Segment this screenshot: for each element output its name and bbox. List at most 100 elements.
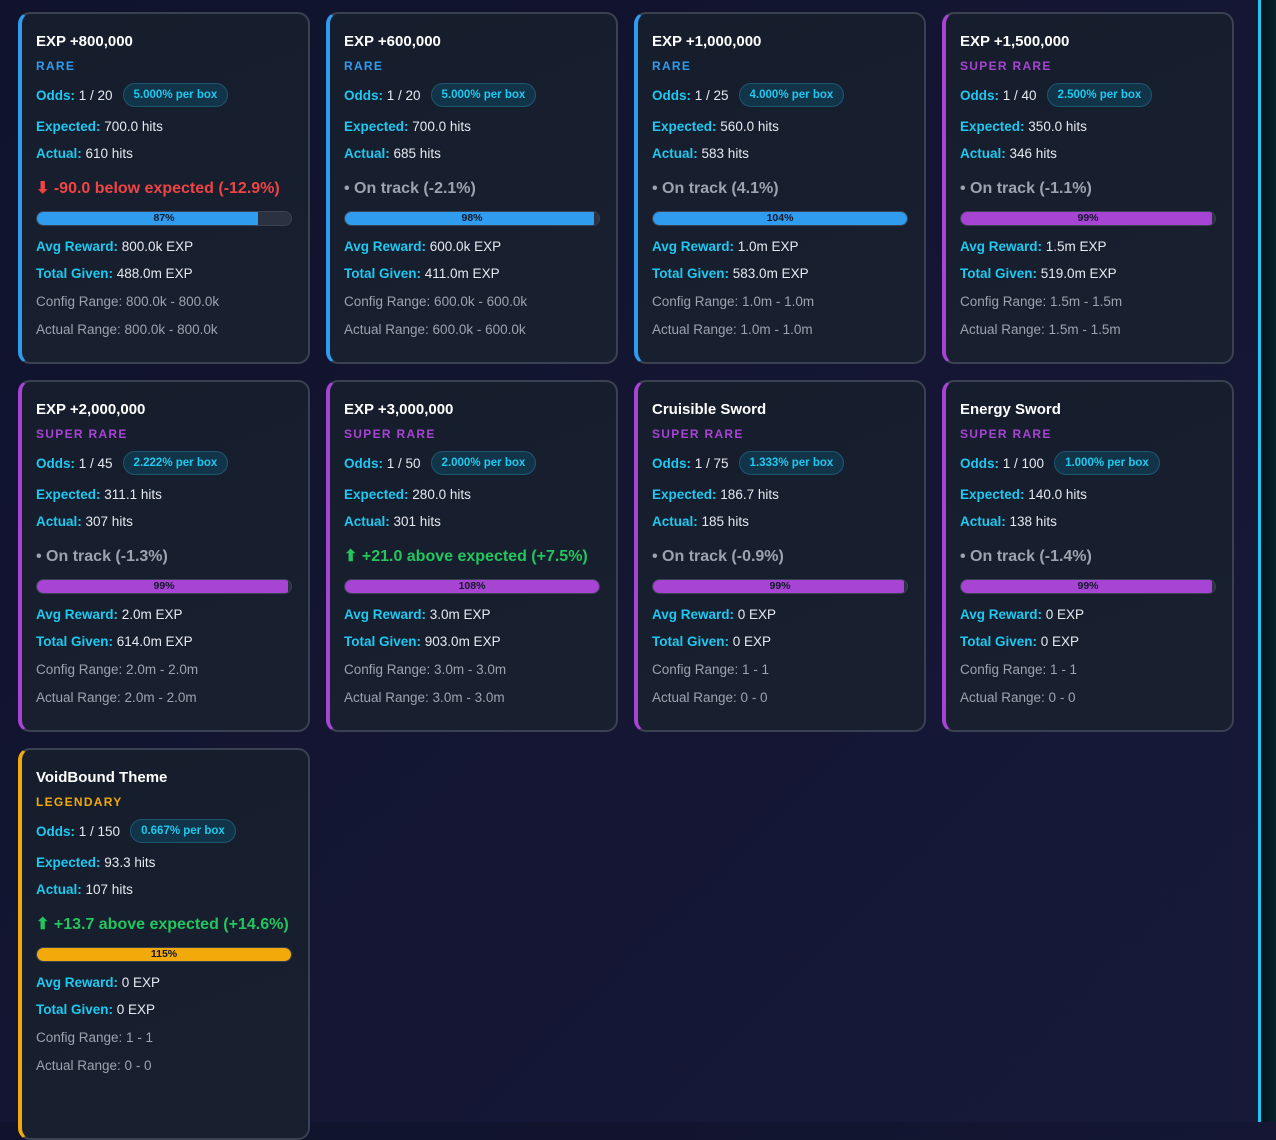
actual-value: 610 hits (85, 146, 133, 161)
odds-value: 1 / 25 (694, 87, 729, 103)
expected-value: 560.0 hits (720, 119, 779, 134)
per-box-pill: 4.000% per box (738, 83, 845, 107)
avg-reward-row: Avg Reward: 600.0k EXP (344, 238, 600, 256)
odds-value: 1 / 20 (78, 87, 113, 103)
actual-range: Actual Range: 0 - 0 (652, 690, 768, 705)
progress-fill (653, 212, 907, 225)
total-given-value: 0 EXP (116, 1002, 156, 1017)
rarity-badge: LEGENDARY (36, 795, 123, 809)
odds-row: Odds: 1 / 50 2.000% per box (344, 451, 600, 475)
config-range: Config Range: 800.0k - 800.0k (36, 294, 220, 309)
total-given-value: 488.0m EXP (116, 266, 193, 281)
odds-row: Odds: 1 / 45 2.222% per box (36, 451, 292, 475)
progress-bar: 99% (36, 579, 292, 594)
reward-card: EXP +2,000,000 SUPER RARE Odds: 1 / 45 2… (18, 380, 310, 732)
actual-row: Actual: 107 hits (36, 881, 292, 899)
expected-label: Expected: (960, 487, 1025, 502)
expected-row: Expected: 93.3 hits (36, 854, 292, 872)
reward-card: Energy Sword SUPER RARE Odds: 1 / 100 1.… (942, 380, 1234, 732)
reward-title: EXP +800,000 (36, 33, 133, 50)
rarity-badge: SUPER RARE (652, 427, 744, 441)
actual-row: Actual: 685 hits (344, 145, 600, 163)
actual-label: Actual: (344, 146, 390, 161)
odds-value: 1 / 20 (386, 87, 421, 103)
avg-reward-label: Avg Reward: (36, 239, 119, 254)
actual-value: 583 hits (701, 146, 749, 161)
reward-card: EXP +800,000 RARE Odds: 1 / 20 5.000% pe… (18, 12, 310, 364)
expected-label: Expected: (36, 119, 101, 134)
progress-bar: 108% (344, 579, 600, 594)
expected-value: 311.1 hits (104, 487, 162, 502)
status-text: ⬇ -90.0 below expected (-12.9%) (36, 180, 280, 197)
reward-title: EXP +2,000,000 (36, 401, 146, 418)
odds-label: Odds: (344, 87, 383, 103)
scrollbar-edge[interactable] (1258, 0, 1261, 1122)
expected-row: Expected: 280.0 hits (344, 486, 600, 504)
avg-reward-label: Avg Reward: (960, 607, 1043, 622)
actual-value: 301 hits (393, 514, 441, 529)
progress-label: 104% (766, 212, 794, 224)
expected-row: Expected: 186.7 hits (652, 486, 908, 504)
progress-label: 99% (1077, 580, 1099, 592)
reward-card: EXP +600,000 RARE Odds: 1 / 20 5.000% pe… (326, 12, 618, 364)
total-given-row: Total Given: 411.0m EXP (344, 265, 600, 283)
avg-reward-label: Avg Reward: (652, 239, 735, 254)
odds-row: Odds: 1 / 75 1.333% per box (652, 451, 908, 475)
rarity-badge: SUPER RARE (344, 427, 436, 441)
avg-reward-label: Avg Reward: (344, 607, 427, 622)
progress-label: 99% (1077, 212, 1099, 224)
reward-card: Cruisible Sword SUPER RARE Odds: 1 / 75 … (634, 380, 926, 732)
per-box-pill: 0.667% per box (130, 819, 236, 843)
odds-value: 1 / 45 (78, 455, 113, 471)
status-text: • On track (-1.1%) (960, 180, 1092, 197)
progress-fill (345, 212, 594, 225)
actual-value: 307 hits (85, 514, 133, 529)
progress-fill (345, 580, 599, 593)
reward-title: Energy Sword (960, 401, 1061, 418)
odds-label: Odds: (652, 455, 691, 471)
odds-label: Odds: (344, 455, 383, 471)
reward-title: Cruisible Sword (652, 401, 767, 418)
odds-label: Odds: (652, 87, 691, 103)
total-given-row: Total Given: 903.0m EXP (344, 633, 600, 651)
actual-label: Actual: (960, 514, 1006, 529)
total-given-value: 903.0m EXP (424, 634, 501, 649)
actual-row: Actual: 583 hits (652, 145, 908, 163)
reward-title: VoidBound Theme (36, 769, 168, 786)
avg-reward-row: Avg Reward: 800.0k EXP (36, 238, 292, 256)
avg-reward-value: 3.0m EXP (429, 607, 491, 622)
actual-label: Actual: (36, 882, 82, 897)
side-panel-edge (1261, 0, 1276, 1122)
config-range: Config Range: 1 - 1 (960, 662, 1078, 677)
total-given-value: 583.0m EXP (732, 266, 809, 281)
odds-value: 1 / 150 (78, 823, 121, 839)
avg-reward-row: Avg Reward: 0 EXP (960, 606, 1216, 624)
reward-card: EXP +1,500,000 SUPER RARE Odds: 1 / 40 2… (942, 12, 1234, 364)
odds-row: Odds: 1 / 20 5.000% per box (344, 83, 600, 107)
expected-row: Expected: 700.0 hits (36, 118, 292, 136)
actual-label: Actual: (960, 146, 1006, 161)
actual-range: Actual Range: 600.0k - 600.0k (344, 322, 526, 337)
total-given-label: Total Given: (36, 266, 114, 281)
total-given-label: Total Given: (652, 634, 730, 649)
odds-row: Odds: 1 / 40 2.500% per box (960, 83, 1216, 107)
config-range: Config Range: 600.0k - 600.0k (344, 294, 528, 309)
total-given-label: Total Given: (960, 634, 1038, 649)
expected-label: Expected: (960, 119, 1025, 134)
expected-value: 93.3 hits (104, 855, 156, 870)
actual-value: 138 hits (1009, 514, 1057, 529)
status-text: • On track (-2.1%) (344, 180, 476, 197)
status-text: ⬆ +21.0 above expected (+7.5%) (344, 548, 588, 565)
avg-reward-value: 2.0m EXP (121, 607, 183, 622)
avg-reward-label: Avg Reward: (652, 607, 735, 622)
progress-bar: 115% (36, 947, 292, 962)
reward-card: EXP +1,000,000 RARE Odds: 1 / 25 4.000% … (634, 12, 926, 364)
odds-value: 1 / 50 (386, 455, 421, 471)
expected-row: Expected: 311.1 hits (36, 486, 292, 504)
avg-reward-row: Avg Reward: 0 EXP (36, 974, 292, 992)
progress-bar: 99% (960, 211, 1216, 226)
actual-row: Actual: 138 hits (960, 513, 1216, 531)
status-text: • On track (-1.3%) (36, 548, 168, 565)
total-given-value: 411.0m EXP (424, 266, 500, 281)
total-given-label: Total Given: (36, 634, 114, 649)
